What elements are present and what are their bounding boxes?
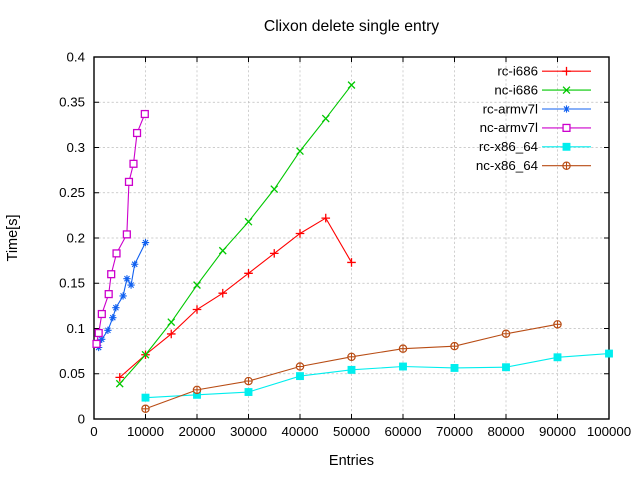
- svg-text:nc-armv7l: nc-armv7l: [480, 120, 538, 135]
- svg-text:10000: 10000: [127, 424, 164, 439]
- svg-text:20000: 20000: [179, 424, 216, 439]
- svg-text:80000: 80000: [488, 424, 525, 439]
- svg-text:Clixon delete single entry: Clixon delete single entry: [264, 18, 439, 35]
- svg-text:rc-i686: rc-i686: [497, 64, 538, 79]
- svg-text:Time[s]: Time[s]: [5, 215, 21, 262]
- svg-text:60000: 60000: [385, 424, 422, 439]
- svg-text:nc-i686: nc-i686: [494, 82, 538, 97]
- svg-text:rc-armv7l: rc-armv7l: [483, 101, 538, 116]
- svg-text:0.15: 0.15: [59, 276, 85, 291]
- svg-text:Entries: Entries: [329, 453, 374, 469]
- svg-text:70000: 70000: [436, 424, 473, 439]
- svg-text:40000: 40000: [282, 424, 319, 439]
- svg-text:100000: 100000: [587, 424, 631, 439]
- svg-text:0.25: 0.25: [59, 185, 85, 200]
- svg-text:0.3: 0.3: [67, 140, 86, 155]
- svg-text:0: 0: [78, 411, 85, 426]
- svg-text:0.4: 0.4: [67, 49, 86, 64]
- svg-text:0.1: 0.1: [67, 321, 86, 336]
- svg-text:rc-x86_64: rc-x86_64: [479, 139, 538, 154]
- svg-text:0.35: 0.35: [59, 95, 85, 110]
- svg-text:0: 0: [90, 424, 97, 439]
- svg-text:90000: 90000: [539, 424, 576, 439]
- svg-text:0.05: 0.05: [59, 366, 85, 381]
- svg-text:0.2: 0.2: [67, 230, 86, 245]
- svg-text:nc-x86_64: nc-x86_64: [476, 158, 538, 173]
- svg-text:50000: 50000: [333, 424, 370, 439]
- svg-text:30000: 30000: [230, 424, 267, 439]
